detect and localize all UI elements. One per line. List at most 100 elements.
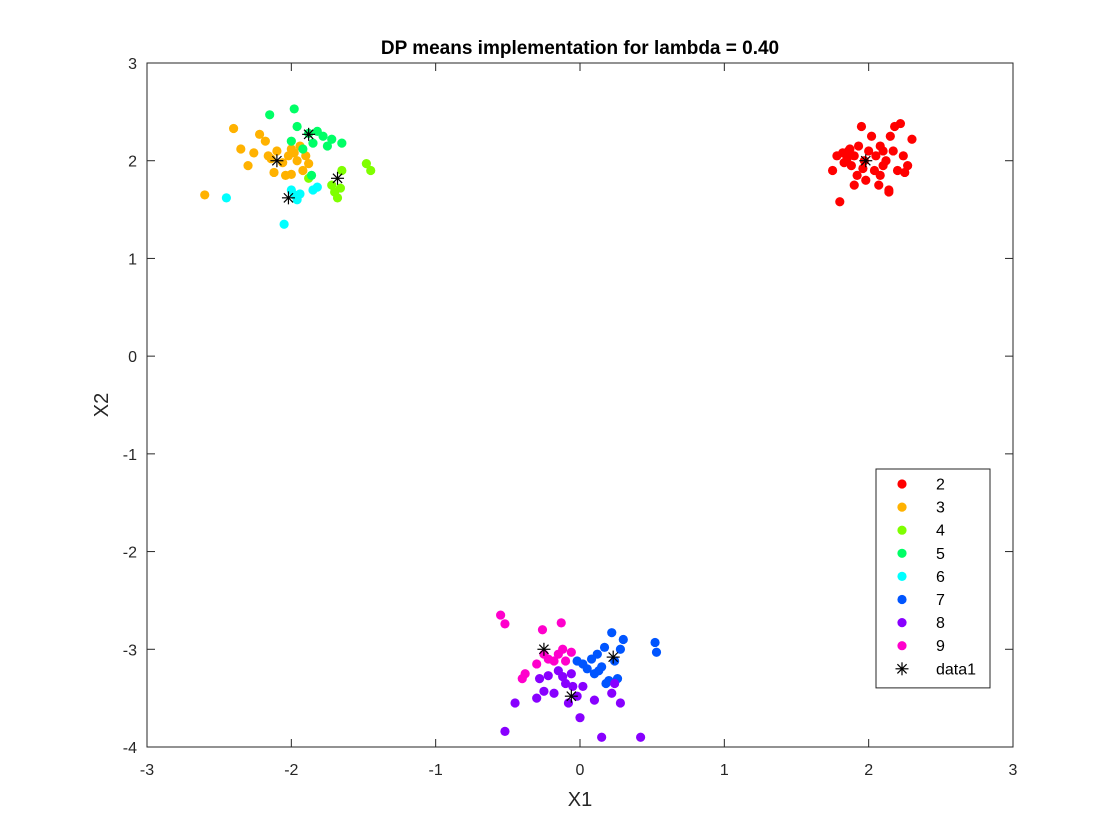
data-point — [500, 619, 510, 629]
data-point — [269, 167, 279, 178]
data-point — [229, 123, 239, 134]
data-point — [292, 121, 302, 132]
centroid-marker — [606, 650, 620, 664]
series-2 — [827, 118, 917, 207]
data-point — [532, 693, 542, 703]
series-5 — [265, 104, 347, 180]
data-point — [560, 678, 571, 689]
data-point — [289, 104, 299, 114]
legend-label: 9 — [936, 638, 945, 655]
legend-item: 7 — [897, 592, 945, 609]
legend-label: 7 — [936, 592, 945, 609]
centroid-marker — [564, 689, 578, 703]
data-points — [200, 104, 917, 742]
data-point — [566, 669, 576, 679]
data-point — [322, 141, 333, 151]
data-point — [366, 165, 376, 176]
data-point — [543, 671, 553, 681]
data-point — [537, 625, 548, 635]
chart-title: DP means implementation for lambda = 0.4… — [381, 38, 779, 59]
x-tick-label: 1 — [720, 762, 729, 779]
data-point — [298, 165, 308, 176]
data-point — [849, 151, 859, 161]
data-point — [532, 659, 542, 669]
data-point — [907, 134, 917, 144]
data-point — [520, 669, 530, 679]
x-tick-label: 3 — [1009, 762, 1018, 779]
data-point — [650, 637, 660, 648]
data-point — [298, 144, 308, 154]
series-8 — [500, 666, 646, 742]
data-point — [589, 695, 600, 705]
legend-item: 8 — [897, 615, 945, 632]
data-point — [549, 656, 559, 666]
data-point — [200, 190, 210, 200]
data-point — [496, 610, 506, 620]
legend-item: 9 — [897, 638, 945, 655]
data-point — [510, 698, 520, 708]
x-tick-label: 0 — [576, 762, 585, 779]
data-point — [842, 154, 852, 164]
data-point — [594, 666, 604, 676]
y-tick-label: -3 — [123, 642, 137, 659]
data-point — [849, 180, 859, 190]
data-point — [636, 732, 646, 742]
legend-marker — [897, 641, 907, 651]
data-point — [871, 151, 881, 161]
legend-item: data1 — [895, 661, 976, 678]
data-point — [361, 159, 371, 169]
legend-label: 8 — [936, 615, 945, 632]
data-point — [615, 644, 626, 654]
data-point — [327, 134, 337, 144]
data-point — [615, 698, 626, 708]
y-tick-label: 0 — [128, 349, 137, 366]
centroid-marker — [331, 171, 345, 185]
data-point — [534, 674, 545, 684]
x-axis-label: X1 — [568, 789, 592, 811]
series-9 — [496, 610, 576, 684]
data-point — [279, 219, 289, 229]
data-point — [846, 161, 856, 171]
legend-item: 4 — [897, 523, 945, 540]
data-point — [286, 144, 296, 154]
data-point — [864, 146, 874, 156]
data-point — [881, 156, 891, 166]
data-point — [898, 151, 908, 161]
data-point — [885, 131, 895, 141]
legend-box — [875, 468, 991, 689]
data-point — [618, 634, 628, 645]
legend-marker — [897, 502, 907, 512]
data-point — [236, 144, 246, 154]
series-data1 — [270, 127, 873, 703]
data-point — [903, 161, 913, 171]
data-point — [312, 182, 322, 192]
legend-label: 3 — [936, 500, 945, 517]
legend-label: data1 — [936, 661, 976, 678]
data-point — [553, 666, 563, 676]
centroid-marker — [537, 642, 551, 656]
legend-marker — [895, 662, 909, 676]
y-tick-label: 2 — [128, 154, 137, 171]
data-point — [607, 688, 617, 698]
data-point — [892, 165, 903, 176]
data-point — [607, 628, 617, 638]
centroid-marker — [270, 154, 284, 168]
data-point — [861, 175, 871, 185]
centroid-marker — [281, 191, 295, 205]
data-point — [895, 118, 906, 129]
centroid-marker — [859, 154, 873, 168]
data-point — [286, 136, 296, 146]
legend-marker — [897, 571, 907, 582]
data-point — [254, 129, 265, 139]
data-point — [610, 678, 620, 689]
legend-label: 2 — [936, 477, 945, 494]
legend: 2 3 4 5 6 7 8 9 data1 — [875, 468, 991, 689]
data-point — [558, 644, 568, 654]
legend-item: 2 — [897, 477, 945, 494]
data-point — [597, 732, 607, 742]
data-point — [566, 647, 576, 657]
data-point — [304, 159, 314, 169]
x-tick-label: 2 — [864, 762, 873, 779]
data-point — [332, 193, 343, 203]
data-point — [874, 180, 884, 190]
